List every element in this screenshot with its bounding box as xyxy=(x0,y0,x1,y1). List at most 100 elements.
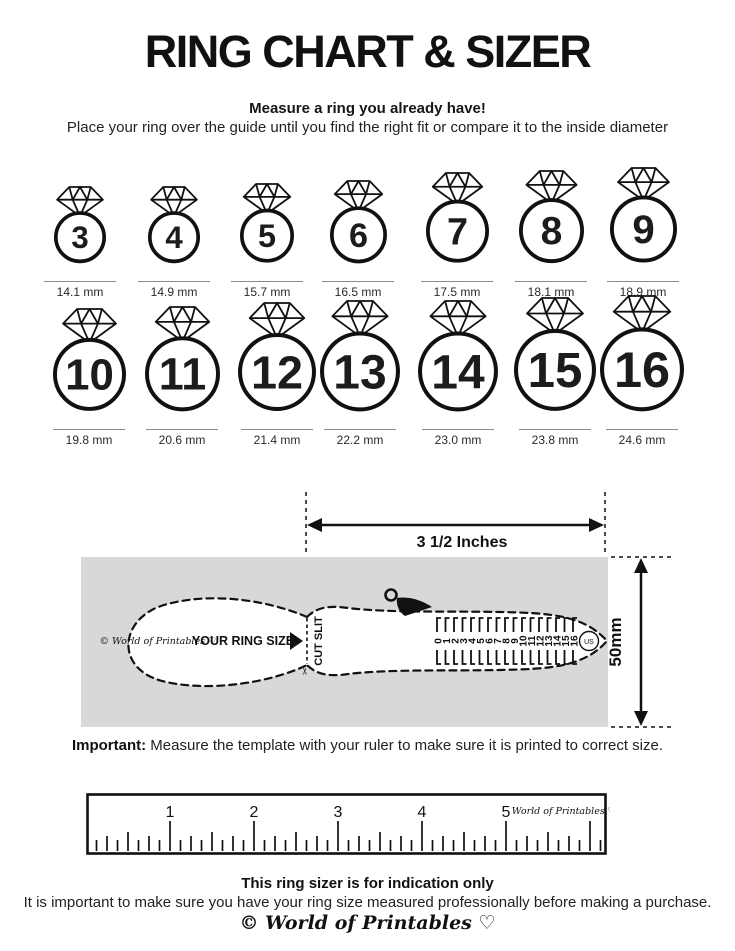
scale-number: 12 xyxy=(536,635,547,647)
ring-icon: 3 xyxy=(54,185,106,264)
ring-band xyxy=(518,197,584,263)
diamond-icon xyxy=(612,294,672,333)
ring-diameter-label: 19.8 mm xyxy=(65,433,113,447)
ring-size-number: 10 xyxy=(65,351,114,400)
height-arrow xyxy=(634,558,648,726)
scale-number: 3 xyxy=(459,638,470,644)
ring-band xyxy=(609,195,677,263)
ring-band xyxy=(329,206,387,264)
diamond-icon xyxy=(154,305,210,342)
ring-diameter-rule xyxy=(146,429,218,430)
ring-size-number: 15 xyxy=(528,343,583,398)
ring-icon: 6 xyxy=(329,179,387,264)
scale-number: 0 xyxy=(434,638,445,644)
ring-icon: 8 xyxy=(518,169,584,263)
diamond-icon xyxy=(56,185,104,217)
ring-diameter-rule xyxy=(422,429,494,430)
scale-number: 13 xyxy=(544,635,555,647)
ring-diameter-label: 14.1 mm xyxy=(56,285,104,299)
ring-size-number: 8 xyxy=(540,210,562,253)
footer-body: It is important to make sure you have yo… xyxy=(23,894,712,911)
ring-size-number: 14 xyxy=(431,346,485,399)
ruler-numbers: 1 2 3 4 5 xyxy=(166,804,511,821)
ring-band xyxy=(320,330,400,411)
ring-icon: 15 xyxy=(514,297,596,411)
cut-slit-scissors-icon: ✂ xyxy=(300,667,310,675)
ring-icon: 14 xyxy=(418,299,498,411)
footer-heading: This ring sizer is for indication only xyxy=(241,875,494,892)
ring-diameter-label: 20.6 mm xyxy=(158,433,206,447)
size-scale-ticks xyxy=(436,617,577,665)
us-badge xyxy=(578,630,600,652)
ring-diameter-rule xyxy=(606,429,678,430)
scale-number: 6 xyxy=(485,638,496,644)
diamond-icon xyxy=(242,183,292,215)
ring-diameter-rule xyxy=(44,281,116,282)
ring-icon: 12 xyxy=(238,302,316,412)
ring-band xyxy=(240,208,294,263)
ring-diameter-label: 22.2 mm xyxy=(336,433,384,447)
ring-diameter-label: 23.0 mm xyxy=(434,433,482,447)
scale-number: 11 xyxy=(527,635,538,646)
diamond-icon xyxy=(248,302,306,339)
ring-band xyxy=(425,199,489,263)
scale-number: 10 xyxy=(519,635,530,647)
ring-band xyxy=(52,337,126,411)
scale-number: 1 xyxy=(442,638,453,644)
ring-sizer-template: 3 1/2 Inches ✂ CUT SLIT © World of Print… xyxy=(81,492,674,728)
important-text: Measure the template with your ruler to … xyxy=(146,737,664,754)
ring-size-number: 12 xyxy=(251,346,303,398)
ring-diameter-rule xyxy=(53,429,125,430)
ring-diameter-rule xyxy=(519,429,591,430)
scale-number: 9 xyxy=(510,638,521,644)
ring-diameter-label: 24.6 mm xyxy=(618,433,666,447)
ring-icon: 13 xyxy=(320,299,400,411)
your-ring-size-label: YOUR RING SIZE xyxy=(192,634,294,648)
ruler-brand-label: World of Printables ♡ xyxy=(512,806,610,817)
scale-number: 14 xyxy=(553,635,564,647)
scale-number: 5 xyxy=(476,638,487,644)
ruler-number: 5 xyxy=(502,804,511,821)
intro-body: Place your ring over the guide until you… xyxy=(66,119,669,136)
scissors-icon xyxy=(384,588,432,616)
ring-icon: 9 xyxy=(609,167,677,263)
ruler-frame xyxy=(86,793,607,855)
ring-diameter-label: 18.1 mm xyxy=(527,285,575,299)
ring-size-number: 13 xyxy=(333,346,386,399)
ring-diameter-rule xyxy=(515,281,587,282)
ring-size-number: 6 xyxy=(348,216,367,254)
height-label: 50mm xyxy=(606,617,625,666)
width-label: 3 1/2 Inches xyxy=(417,534,508,551)
scale-number: 2 xyxy=(451,638,462,644)
diamond-icon xyxy=(429,299,487,337)
ring-band xyxy=(54,211,106,264)
ring-diameter-label: 16.5 mm xyxy=(334,285,382,299)
ring-diameter-label: 14.9 mm xyxy=(150,285,198,299)
scale-number: 4 xyxy=(468,638,479,644)
diamond-icon xyxy=(526,297,584,335)
ring-size-number: 11 xyxy=(158,348,206,399)
scale-number: 15 xyxy=(561,635,572,647)
ring-diameter-rule xyxy=(322,281,394,282)
ring-size-number: 16 xyxy=(614,341,670,398)
ring-icon: 5 xyxy=(240,183,294,263)
ring-size-number: 3 xyxy=(71,220,88,255)
ring-band xyxy=(148,211,200,264)
pointer-triangle-icon xyxy=(290,632,303,650)
ring-icon: 7 xyxy=(425,172,489,263)
ring-diameter-label: 21.4 mm xyxy=(253,433,301,447)
ruler-number: 3 xyxy=(334,804,343,821)
ring-diameter-label: 23.8 mm xyxy=(531,433,579,447)
ring-band xyxy=(238,333,316,412)
ring-diameter-rule xyxy=(324,429,396,430)
important-note: Important: Measure the template with you… xyxy=(0,737,735,754)
ring-size-number: 4 xyxy=(165,220,183,255)
ring-icon: 10 xyxy=(52,308,126,411)
diamond-icon xyxy=(61,308,117,344)
ring-band xyxy=(600,327,684,412)
scale-number: 8 xyxy=(502,638,513,644)
diamond-icon xyxy=(616,167,670,202)
important-label: Important: xyxy=(71,737,147,754)
ring-diameter-label: 15.7 mm xyxy=(243,285,291,299)
